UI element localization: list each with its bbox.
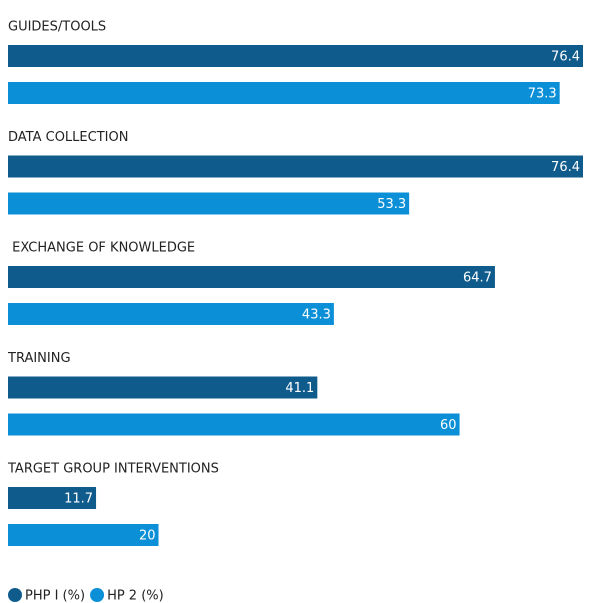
value-label: 73.3 <box>528 87 557 102</box>
bar <box>8 82 560 104</box>
bar <box>8 413 460 436</box>
bar <box>8 303 334 325</box>
value-label: 64.7 <box>463 271 492 286</box>
bar <box>8 155 583 178</box>
value-label: 41.1 <box>285 381 314 396</box>
bar <box>8 376 318 399</box>
bar <box>8 192 410 215</box>
legend-swatch <box>90 588 105 602</box>
legend-swatch <box>8 588 22 602</box>
value-label: 53.3 <box>377 197 406 212</box>
value-label: 11.7 <box>64 492 93 507</box>
value-label: 43.3 <box>302 308 331 323</box>
category-label: DATA COLLECTION <box>8 130 128 145</box>
legend-label: HP 2 (%) <box>107 589 164 603</box>
bar <box>8 266 495 288</box>
value-label: 76.4 <box>551 50 580 65</box>
legend-label: PHP I (%) <box>25 589 85 603</box>
bar <box>8 524 159 546</box>
value-label: 60 <box>440 418 457 433</box>
bar <box>8 45 583 67</box>
category-label: TRAINING <box>7 351 71 366</box>
category-label: TARGET GROUP INTERVENTIONS <box>7 462 219 477</box>
value-label: 20 <box>139 529 156 544</box>
bar <box>8 487 97 509</box>
category-label: EXCHANGE OF KNOWLEDGE <box>8 241 195 256</box>
value-label: 76.4 <box>551 160 580 175</box>
category-label: GUIDES/TOOLS <box>8 20 106 35</box>
